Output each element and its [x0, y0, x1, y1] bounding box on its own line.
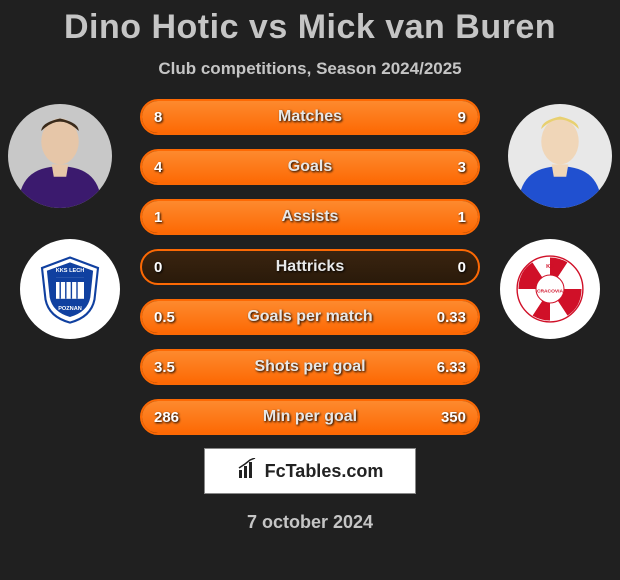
- player-right-avatar: [508, 104, 612, 208]
- stat-value-right: 350: [441, 409, 466, 426]
- stat-value-right: 0.33: [437, 309, 466, 326]
- club-right-badge: KS CRACOVIA: [500, 239, 600, 339]
- stat-label: Shots per goal: [254, 358, 365, 376]
- stat-label: Goals: [288, 158, 332, 176]
- stat-label: Goals per match: [247, 308, 372, 326]
- stat-bar-min-per-goal: 286 Min per goal 350: [140, 399, 480, 435]
- stat-value-right: 1: [458, 209, 466, 226]
- brand-chart-icon: [237, 458, 259, 485]
- stat-value-right: 3: [458, 159, 466, 176]
- stat-value-right: 6.33: [437, 359, 466, 376]
- stat-label: Hattricks: [276, 258, 344, 276]
- brand-box: FcTables.com: [204, 448, 416, 494]
- stat-label: Min per goal: [263, 408, 357, 426]
- club-left-badge: KKS LECH POZNAN: [20, 239, 120, 339]
- stat-value-left: 1: [154, 209, 162, 226]
- stat-bar-shots-per-goal: 3.5 Shots per goal 6.33: [140, 349, 480, 385]
- stat-value-right: 9: [458, 109, 466, 126]
- stat-bar-hattricks: 0 Hattricks 0: [140, 249, 480, 285]
- stat-value-left: 8: [154, 109, 162, 126]
- bar-fill-right: [334, 151, 478, 183]
- stat-bar-matches: 8 Matches 9: [140, 99, 480, 135]
- stat-bars: 8 Matches 9 4 Goals 3 1 Assists 1 0 Hattricks 0 0.5 G…: [140, 99, 480, 449]
- svg-text:POZNAN: POZNAN: [58, 306, 82, 312]
- brand-text: FcTables.com: [265, 461, 384, 482]
- stat-bar-goals: 4 Goals 3: [140, 149, 480, 185]
- stat-value-right: 0: [458, 259, 466, 276]
- bar-fill-left: [142, 101, 300, 133]
- stat-bar-assists: 1 Assists 1: [140, 199, 480, 235]
- stat-bar-goals-per-match: 0.5 Goals per match 0.33: [140, 299, 480, 335]
- svg-text:KS: KS: [546, 264, 554, 270]
- player-left-avatar: [8, 104, 112, 208]
- stat-value-left: 0.5: [154, 309, 175, 326]
- stat-label: Assists: [282, 208, 339, 226]
- date-text: 7 october 2024: [0, 512, 620, 533]
- stat-value-left: 286: [154, 409, 179, 426]
- subtitle: Club competitions, Season 2024/2025: [0, 59, 620, 79]
- svg-text:KKS LECH: KKS LECH: [56, 268, 85, 274]
- page-title: Dino Hotic vs Mick van Buren: [0, 0, 620, 47]
- comparison-panel: KKS LECH POZNAN KS CRACOVIA 8Matc: [0, 104, 620, 434]
- stat-value-left: 4: [154, 159, 162, 176]
- stat-value-left: 0: [154, 259, 162, 276]
- svg-text:CRACOVIA: CRACOVIA: [537, 289, 564, 295]
- stat-value-left: 3.5: [154, 359, 175, 376]
- stat-label: Matches: [278, 108, 342, 126]
